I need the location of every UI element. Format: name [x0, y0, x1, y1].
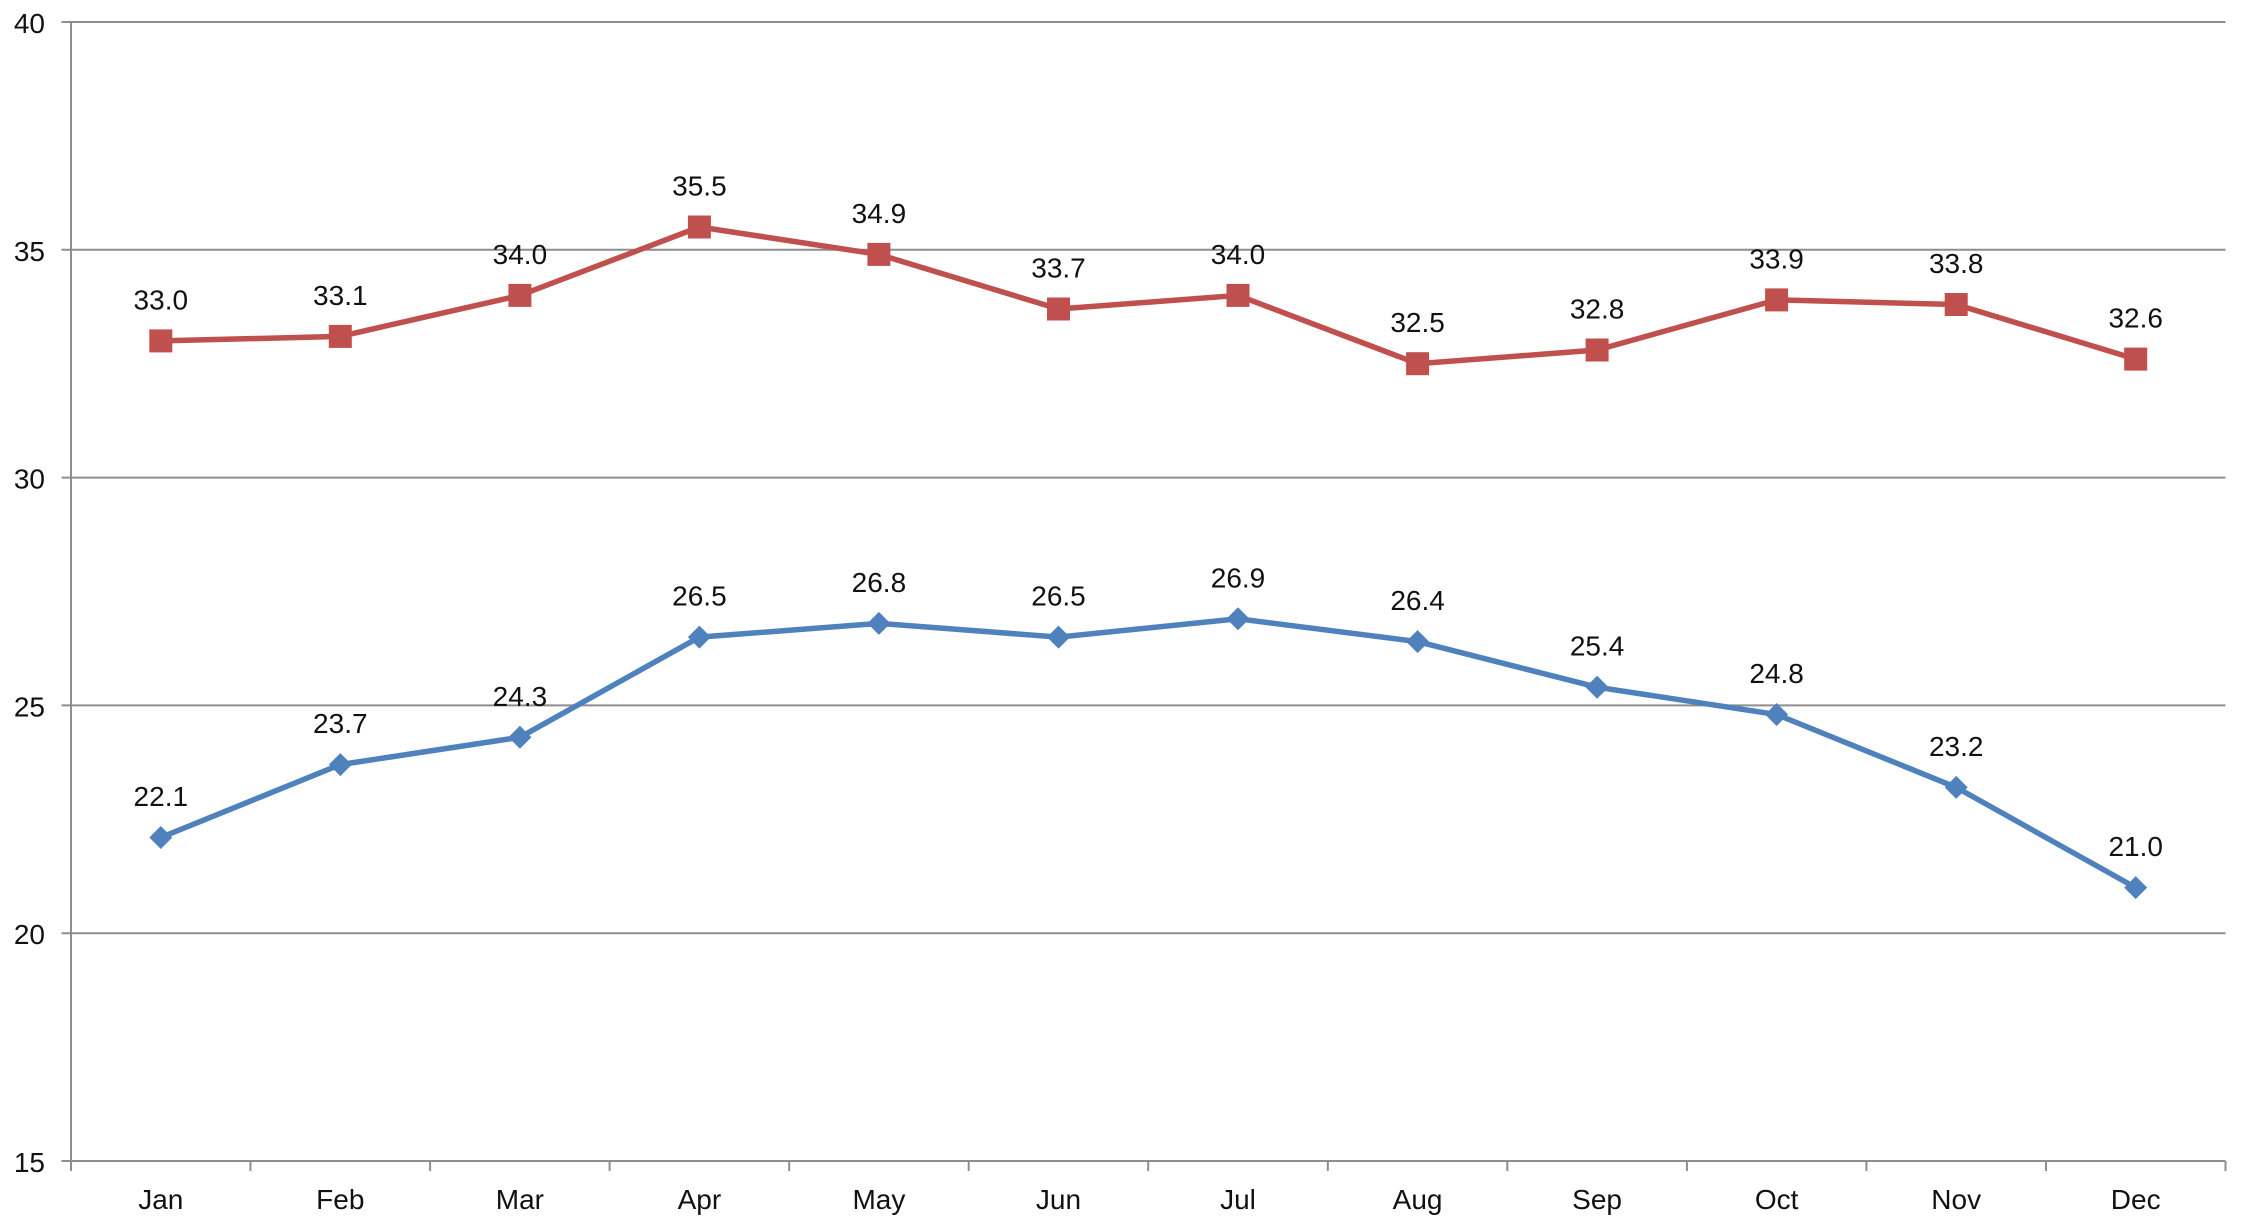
- svg-text:34.0: 34.0: [493, 239, 548, 270]
- svg-text:33.1: 33.1: [313, 280, 368, 311]
- svg-text:21.0: 21.0: [2108, 831, 2163, 862]
- svg-text:23.2: 23.2: [1929, 731, 1984, 762]
- svg-text:24.3: 24.3: [493, 681, 548, 712]
- svg-text:Apr: Apr: [678, 1184, 722, 1215]
- svg-text:Nov: Nov: [1931, 1184, 1981, 1215]
- svg-text:34.9: 34.9: [852, 198, 907, 229]
- svg-text:33.8: 33.8: [1929, 248, 1984, 279]
- svg-text:Jan: Jan: [138, 1184, 183, 1215]
- svg-text:Oct: Oct: [1755, 1184, 1799, 1215]
- svg-text:33.0: 33.0: [134, 284, 189, 315]
- svg-text:32.6: 32.6: [2108, 303, 2163, 334]
- svg-text:Aug: Aug: [1393, 1184, 1443, 1215]
- svg-text:Sep: Sep: [1572, 1184, 1622, 1215]
- svg-text:26.5: 26.5: [672, 581, 727, 612]
- svg-text:Dec: Dec: [2111, 1184, 2161, 1215]
- svg-text:26.9: 26.9: [1211, 562, 1266, 593]
- svg-text:35: 35: [14, 236, 45, 267]
- svg-text:40: 40: [14, 8, 45, 39]
- svg-text:25: 25: [14, 691, 45, 722]
- svg-text:25.4: 25.4: [1570, 631, 1625, 662]
- svg-text:26.8: 26.8: [852, 567, 907, 598]
- svg-text:Jul: Jul: [1220, 1184, 1256, 1215]
- svg-text:23.7: 23.7: [313, 708, 368, 739]
- svg-text:24.8: 24.8: [1749, 658, 1804, 689]
- svg-text:32.5: 32.5: [1390, 307, 1445, 338]
- svg-text:26.4: 26.4: [1390, 585, 1445, 616]
- svg-text:33.9: 33.9: [1749, 243, 1804, 274]
- svg-text:22.1: 22.1: [134, 781, 189, 812]
- svg-text:33.7: 33.7: [1031, 253, 1086, 284]
- svg-text:15: 15: [14, 1147, 45, 1178]
- svg-text:34.0: 34.0: [1211, 239, 1266, 270]
- svg-text:Jun: Jun: [1036, 1184, 1081, 1215]
- svg-text:32.8: 32.8: [1570, 294, 1625, 325]
- svg-text:Feb: Feb: [316, 1184, 364, 1215]
- svg-text:26.5: 26.5: [1031, 581, 1086, 612]
- svg-text:May: May: [852, 1184, 905, 1215]
- svg-text:20: 20: [14, 919, 45, 950]
- svg-text:30: 30: [14, 464, 45, 495]
- svg-text:35.5: 35.5: [672, 171, 727, 202]
- svg-text:Mar: Mar: [496, 1184, 544, 1215]
